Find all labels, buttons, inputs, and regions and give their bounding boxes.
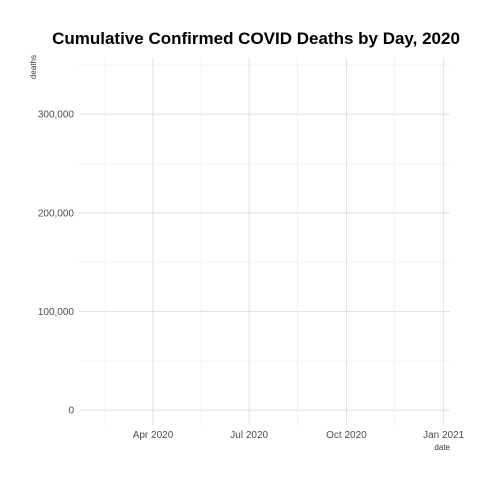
x-axis-title: date xyxy=(434,443,450,452)
y-tick-label: 200,000 xyxy=(38,208,75,219)
y-tick-label: 300,000 xyxy=(38,110,75,121)
y-tick-label: 100,000 xyxy=(38,307,75,318)
grid xyxy=(79,58,450,425)
x-tick-label: Jan 2021 xyxy=(423,430,465,441)
x-tick-label: Apr 2020 xyxy=(133,430,174,441)
chart-title: Cumulative Confirmed COVID Deaths by Day… xyxy=(52,29,460,48)
x-tick-label: Oct 2020 xyxy=(326,430,367,441)
y-axis-title: deaths xyxy=(29,55,38,79)
y-axis-tick-labels: 0 100,000 200,000 300,000 xyxy=(38,110,75,417)
x-axis-tick-labels: Apr 2020 Jul 2020 Oct 2020 Jan 2021 xyxy=(133,430,465,441)
y-tick-label: 0 xyxy=(68,406,74,417)
x-tick-label: Jul 2020 xyxy=(230,430,268,441)
